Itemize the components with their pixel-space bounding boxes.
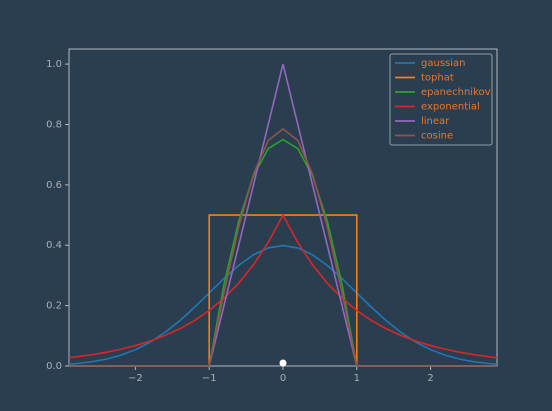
x-tick-label: 2: [427, 373, 433, 384]
x-tick-label: 0: [280, 373, 286, 384]
x-tick-label: 1: [354, 373, 360, 384]
y-tick-label: 0.2: [46, 301, 62, 312]
series-line: [69, 138, 497, 367]
x-tick-label: −1: [202, 373, 217, 384]
legend-label: linear: [421, 116, 450, 127]
y-tick-label: 0.4: [46, 240, 62, 251]
series-line: [68, 244, 498, 365]
y-tick-label: 0.8: [46, 119, 62, 130]
y-tick-label: 0.0: [46, 361, 62, 372]
legend-box: [389, 53, 493, 146]
series-line: [69, 127, 497, 367]
legend-label: tophat: [421, 73, 454, 84]
point: [279, 359, 287, 367]
legend-label: gaussian: [421, 58, 465, 69]
legend-label: cosine: [421, 131, 453, 142]
x-tick-label: −2: [128, 373, 143, 384]
series-line: [69, 214, 497, 367]
y-tick-label: 1.0: [46, 59, 62, 70]
legend-label: exponential: [421, 102, 480, 113]
series-line: [68, 213, 498, 359]
legend-label: epanechnikov: [421, 87, 491, 98]
y-tick-label: 0.6: [46, 180, 62, 191]
